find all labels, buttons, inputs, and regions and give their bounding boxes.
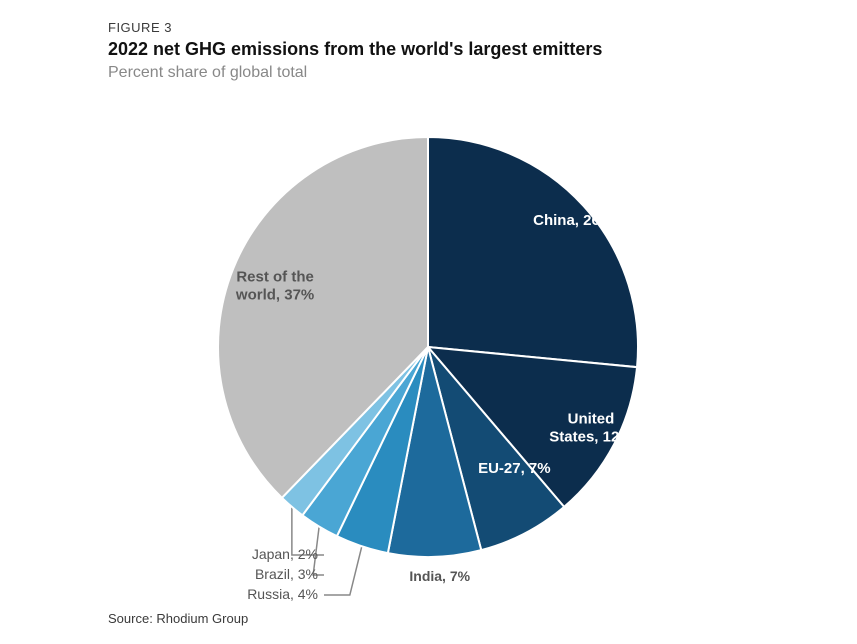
slice-leader-label: Japan, 2%: [252, 546, 318, 562]
leader-line: [324, 546, 362, 595]
figure-container: FIGURE 3 2022 net GHG emissions from the…: [0, 0, 857, 644]
pie-chart: China, 26%UnitedStates, 12%EU-27, 7%Rest…: [108, 102, 748, 602]
figure-title: 2022 net GHG emissions from the world's …: [108, 39, 857, 60]
slice-leader-label: Russia, 4%: [247, 586, 318, 602]
slice-label: Rest of theworld, 37%: [235, 268, 314, 303]
figure-source: Source: Rhodium Group: [108, 611, 248, 626]
figure-number: FIGURE 3: [108, 20, 857, 35]
figure-subtitle: Percent share of global total: [108, 64, 857, 82]
slice-label: China, 26%: [533, 212, 613, 229]
pie-slice: [428, 137, 638, 367]
slice-leader-label: Brazil, 3%: [255, 566, 318, 582]
slice-leader-label: India, 7%: [409, 568, 470, 584]
slice-label: EU-27, 7%: [478, 460, 551, 477]
